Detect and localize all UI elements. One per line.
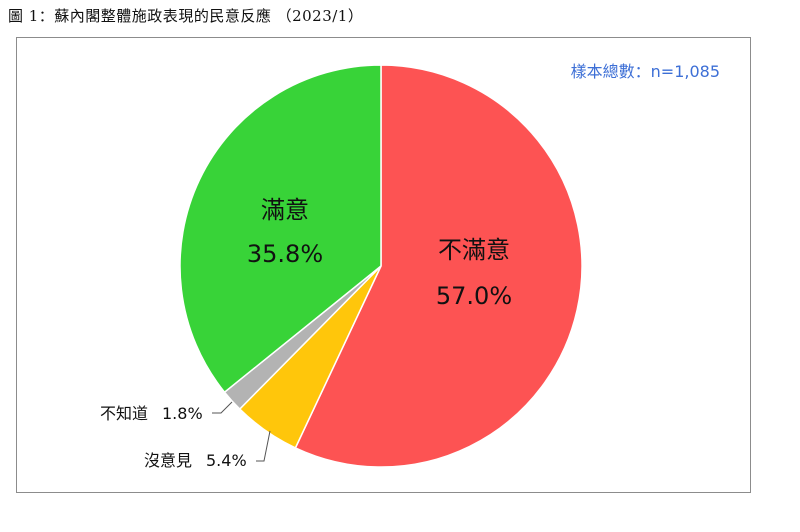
figure-title: 圖 1：蘇內閣整體施政表現的民意反應 （2023/1） — [8, 7, 364, 25]
label-dont-know: 不知道 1.8% — [100, 401, 233, 423]
chart-frame: 樣本總數：n=1,085 — [16, 37, 751, 493]
label-no-opinion: 沒意見 5.4% — [144, 430, 271, 470]
slice-satisfied — [179, 64, 382, 394]
slice-label-dont-know: 不知道 — [100, 404, 148, 423]
slice-label-dissatisfied: 不滿意 — [438, 236, 510, 264]
pie-slices — [179, 64, 583, 468]
sample-size-label: 樣本總數：n=1,085 — [570, 62, 720, 81]
slice-value-satisfied: 35.8% — [247, 240, 323, 268]
slice-dissatisfied — [294, 64, 583, 468]
slice-value-dont-know: 1.8% — [162, 404, 203, 423]
leader-line-no-opinion — [256, 430, 271, 462]
slice-value-no-opinion: 5.4% — [206, 451, 247, 470]
slice-label-no-opinion: 沒意見 — [144, 451, 192, 470]
slice-value-dissatisfied: 57.0% — [436, 282, 512, 310]
leader-line-dont-know — [212, 401, 233, 414]
slice-label-satisfied: 滿意 — [261, 196, 309, 224]
